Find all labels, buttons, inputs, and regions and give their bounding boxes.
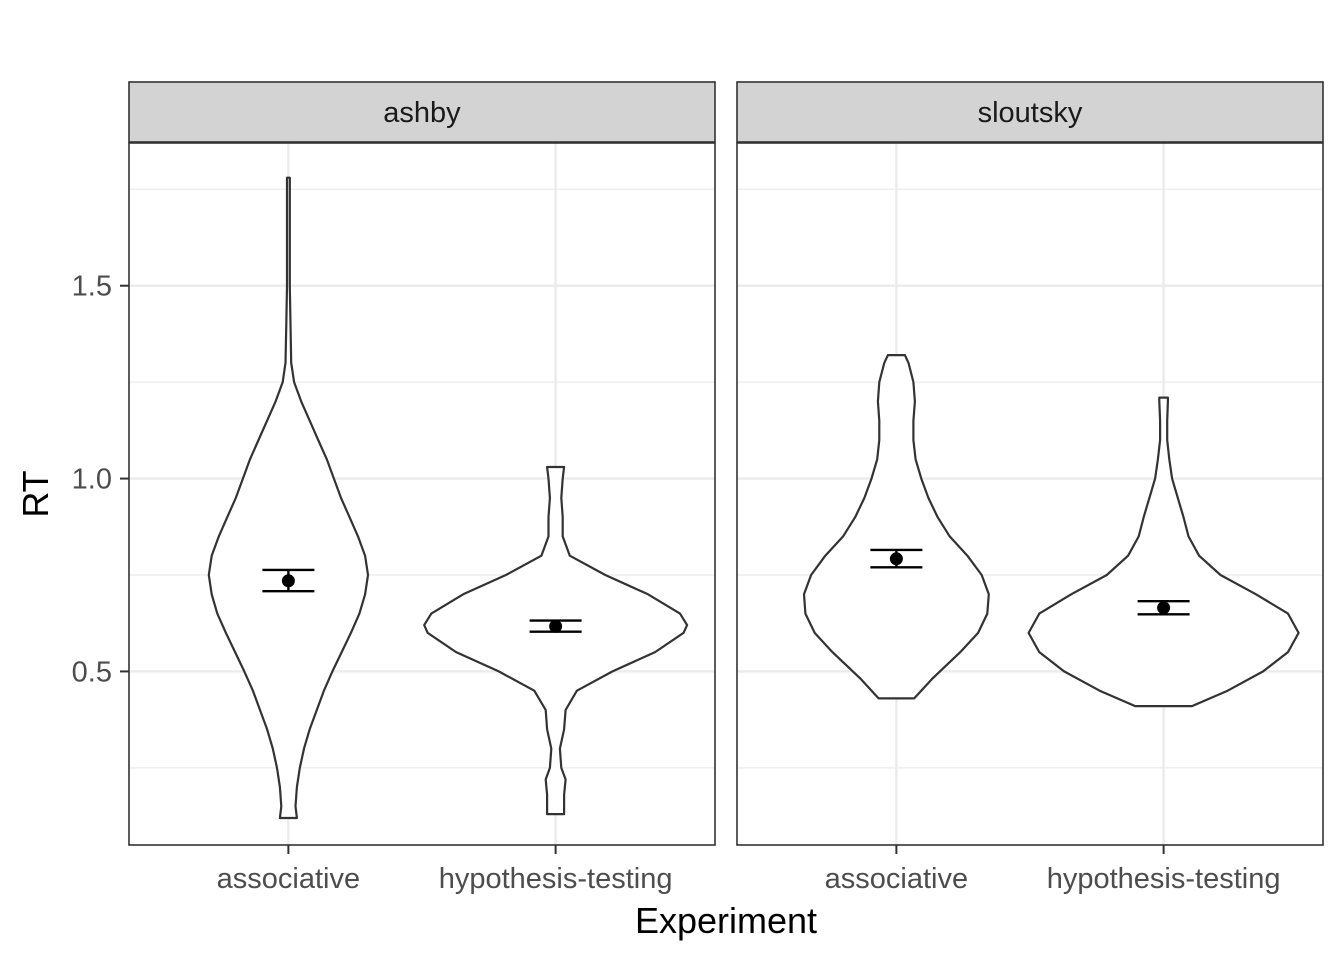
x-tick-label: hypothesis-testing: [439, 863, 673, 895]
facet-strip-label: sloutsky: [978, 97, 1083, 129]
y-axis: 0.5 1.0 1.5: [72, 271, 129, 688]
x-tick-label: associative: [825, 863, 968, 895]
mean-point: [549, 619, 563, 633]
violin-sloutsky-associative: [802, 354, 990, 700]
facet-strip: [736, 81, 1324, 143]
facet-strip: [128, 81, 716, 143]
x-tick-label: associative: [217, 863, 360, 895]
panel-border: [128, 142, 716, 846]
violin-ashby-associative: [207, 176, 370, 820]
panel-background: [129, 143, 715, 845]
violin-ashby-hypothesis-testing: [423, 465, 689, 816]
y-tick-label: 1.0: [72, 464, 112, 496]
y-axis-title: RT: [15, 470, 56, 517]
y-tick-label: 0.5: [72, 656, 112, 688]
panel-border: [736, 142, 1324, 846]
mean-point: [281, 574, 295, 588]
x-axis-title: Experiment: [635, 900, 817, 941]
facet-ashby: ashby associative hypothesis-testing: [128, 81, 716, 895]
panel-background: [737, 143, 1323, 845]
facet-sloutsky: sloutsky associative hypothesis-testing: [736, 81, 1324, 895]
mean-point: [889, 552, 903, 566]
mean-point: [1157, 601, 1171, 615]
facet-strip-label: ashby: [383, 97, 461, 129]
x-tick-label: hypothesis-testing: [1047, 863, 1281, 895]
y-tick-label: 1.5: [72, 271, 112, 303]
violin-sloutsky-hypothesis-testing: [1027, 396, 1300, 708]
